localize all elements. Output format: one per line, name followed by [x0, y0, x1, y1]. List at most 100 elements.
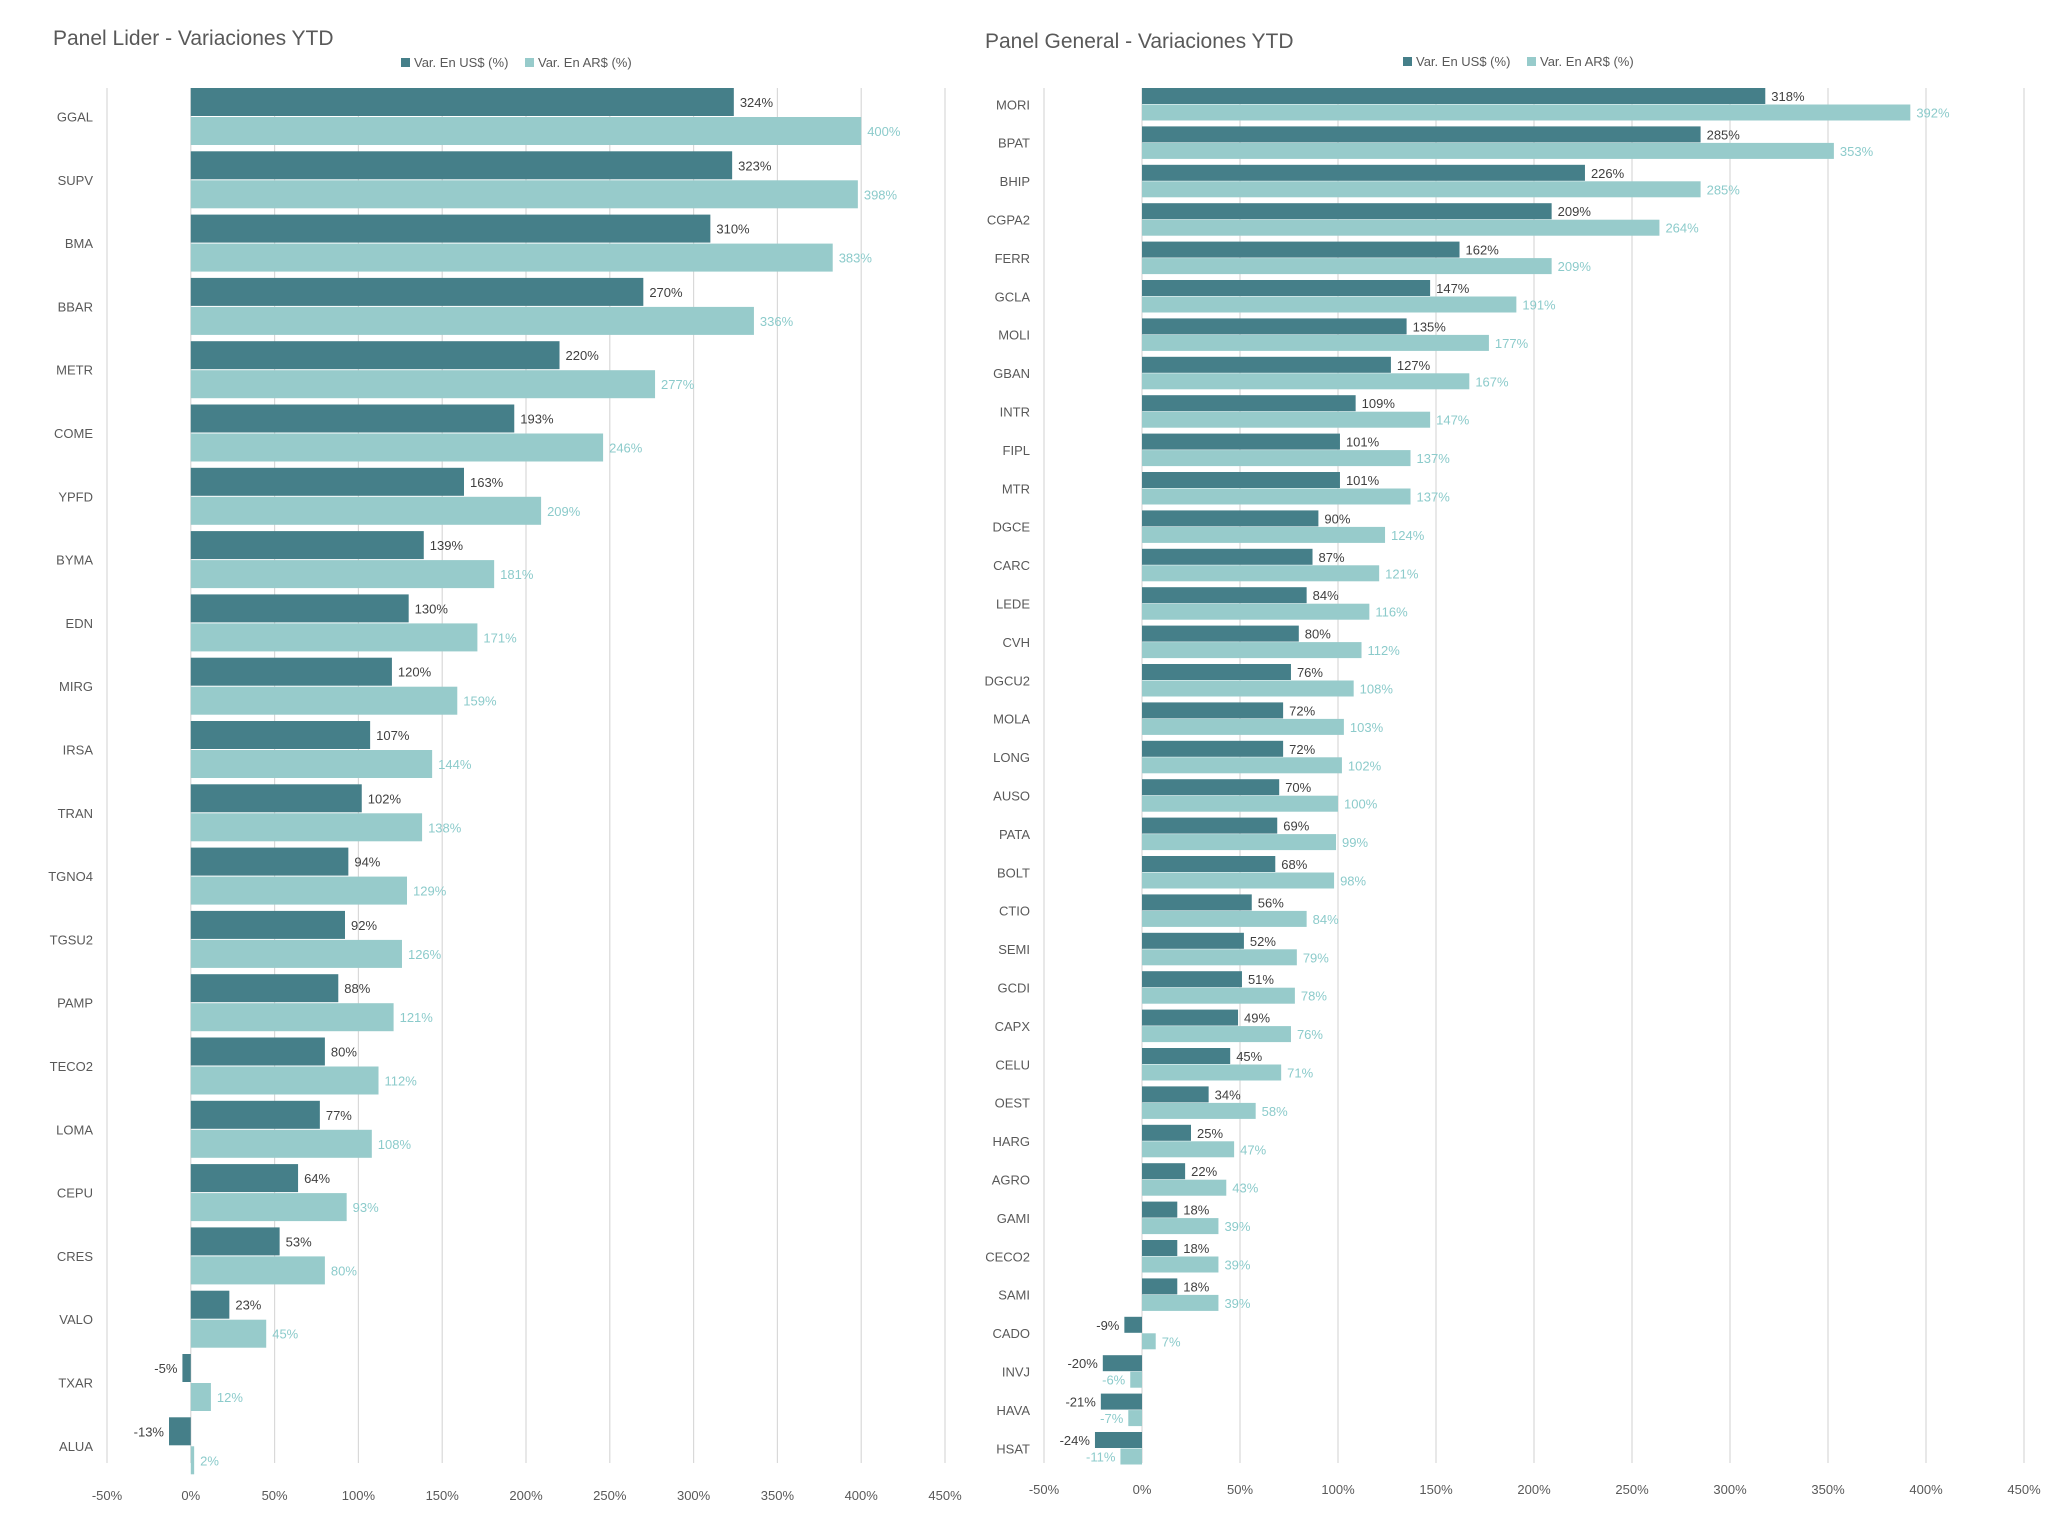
- bar-ars: [1142, 258, 1552, 275]
- x-tick-label: 350%: [1811, 1482, 1845, 1497]
- bar-usd: [1142, 88, 1766, 104]
- data-label-ars: 277%: [661, 377, 695, 392]
- x-tick-label: 450%: [2007, 1482, 2041, 1497]
- category-label: MORI: [996, 97, 1030, 112]
- category-label: INTR: [1000, 404, 1030, 419]
- category-label: AUSO: [993, 788, 1030, 803]
- data-label-usd: 87%: [1319, 550, 1345, 565]
- bar-ars: [1142, 104, 1911, 121]
- data-label-usd: 18%: [1183, 1279, 1209, 1294]
- bar-usd: [1142, 1163, 1186, 1180]
- bar-ars: [1142, 526, 1386, 543]
- data-label-usd: 80%: [1305, 627, 1331, 642]
- category-label: GCDI: [998, 980, 1031, 995]
- bar-ars: [190, 939, 402, 968]
- x-tick-label: 200%: [1517, 1482, 1551, 1497]
- bar-ars: [1142, 296, 1517, 313]
- data-label-usd: 52%: [1250, 934, 1276, 949]
- bar-ars: [1142, 987, 1295, 1004]
- data-label-usd: 127%: [1397, 358, 1431, 373]
- data-label-ars: 138%: [428, 820, 462, 835]
- data-label-usd: 22%: [1191, 1164, 1217, 1179]
- x-tick-label: 250%: [593, 1488, 627, 1503]
- bar-usd: [1142, 203, 1552, 220]
- category-label: SUPV: [58, 173, 94, 188]
- data-label-ars: 78%: [1301, 989, 1327, 1004]
- data-label-usd: 270%: [649, 285, 683, 300]
- bar-ars: [1142, 949, 1297, 966]
- bar-ars: [1142, 219, 1660, 236]
- bar-ars: [1142, 718, 1344, 735]
- bar-ars: [190, 1129, 372, 1158]
- data-label-ars: 71%: [1287, 1066, 1313, 1081]
- bar-usd: [1142, 318, 1407, 335]
- bar-ars: [1142, 1256, 1219, 1273]
- category-label: BYMA: [56, 553, 93, 568]
- category-label: BOLT: [997, 865, 1030, 880]
- data-label-usd: 18%: [1183, 1241, 1209, 1256]
- bar-usd: [1142, 1009, 1239, 1026]
- x-tick-label: 400%: [1909, 1482, 1943, 1497]
- category-label: CELU: [995, 1057, 1030, 1072]
- category-label: LEDE: [996, 596, 1030, 611]
- bar-ars: [1142, 872, 1335, 889]
- data-label-usd: -5%: [154, 1361, 178, 1376]
- data-label-usd: 130%: [415, 601, 449, 616]
- data-label-ars: 112%: [1368, 643, 1401, 658]
- category-label: FIPL: [1003, 443, 1030, 458]
- bar-usd: [190, 467, 464, 496]
- bar-usd: [1142, 548, 1313, 565]
- x-tick-label: -50%: [92, 1488, 123, 1503]
- bar-usd: [190, 1227, 280, 1256]
- category-label: LONG: [993, 750, 1030, 765]
- bar-ars: [1142, 411, 1431, 428]
- data-label-usd: 72%: [1289, 742, 1315, 757]
- category-label: MTR: [1002, 481, 1030, 496]
- bar-usd: [190, 784, 362, 813]
- x-tick-label: -50%: [1029, 1482, 1060, 1497]
- data-label-ars: -7%: [1100, 1411, 1124, 1426]
- bar-usd: [190, 341, 560, 370]
- data-label-ars: 39%: [1224, 1219, 1250, 1234]
- bar-ars: [190, 1256, 325, 1285]
- legend-swatch-ars: [525, 58, 534, 67]
- bar-ars: [1142, 1141, 1235, 1158]
- data-label-usd: 76%: [1297, 665, 1323, 680]
- data-label-usd: 45%: [1236, 1049, 1262, 1064]
- data-label-ars: 121%: [1385, 566, 1419, 581]
- data-label-ars: -11%: [1086, 1450, 1116, 1465]
- category-label: AGRO: [992, 1172, 1030, 1187]
- bar-usd: [190, 721, 371, 749]
- data-label-ars: 171%: [483, 630, 517, 645]
- bar-usd: [190, 974, 339, 1003]
- chart-general: Panel General - Variaciones YTD Var. En U…: [984, 30, 2041, 1497]
- data-label-ars: 383%: [839, 251, 873, 266]
- bar-ars: [1142, 1102, 1256, 1119]
- category-label: BPAT: [998, 136, 1030, 151]
- bar-usd: [1142, 587, 1307, 604]
- bar-ars: [1142, 757, 1342, 774]
- category-label: BHIP: [1000, 174, 1030, 189]
- data-label-ars: 99%: [1342, 835, 1368, 850]
- bar-usd: [1142, 817, 1278, 834]
- data-label-usd: 18%: [1183, 1203, 1209, 1218]
- category-label: CGPA2: [987, 212, 1030, 227]
- data-label-ars: 108%: [1360, 682, 1394, 697]
- bar-ars: [1142, 1218, 1219, 1235]
- data-label-usd: 80%: [331, 1045, 357, 1060]
- x-tick-label: 150%: [426, 1488, 460, 1503]
- category-label: HSAT: [996, 1441, 1030, 1456]
- category-label: CEPU: [57, 1186, 93, 1201]
- data-label-ars: 58%: [1262, 1104, 1288, 1119]
- data-label-usd: 69%: [1283, 819, 1309, 834]
- data-label-usd: 209%: [1558, 204, 1592, 219]
- data-label-usd: 70%: [1285, 780, 1311, 795]
- bar-ars: [1142, 834, 1337, 851]
- data-label-usd: 107%: [376, 728, 410, 743]
- bar-usd: [190, 404, 515, 433]
- data-label-ars: 191%: [1522, 298, 1556, 313]
- bar-usd: [1142, 395, 1356, 412]
- data-label-ars: 147%: [1436, 413, 1470, 428]
- category-label: CRES: [57, 1249, 93, 1264]
